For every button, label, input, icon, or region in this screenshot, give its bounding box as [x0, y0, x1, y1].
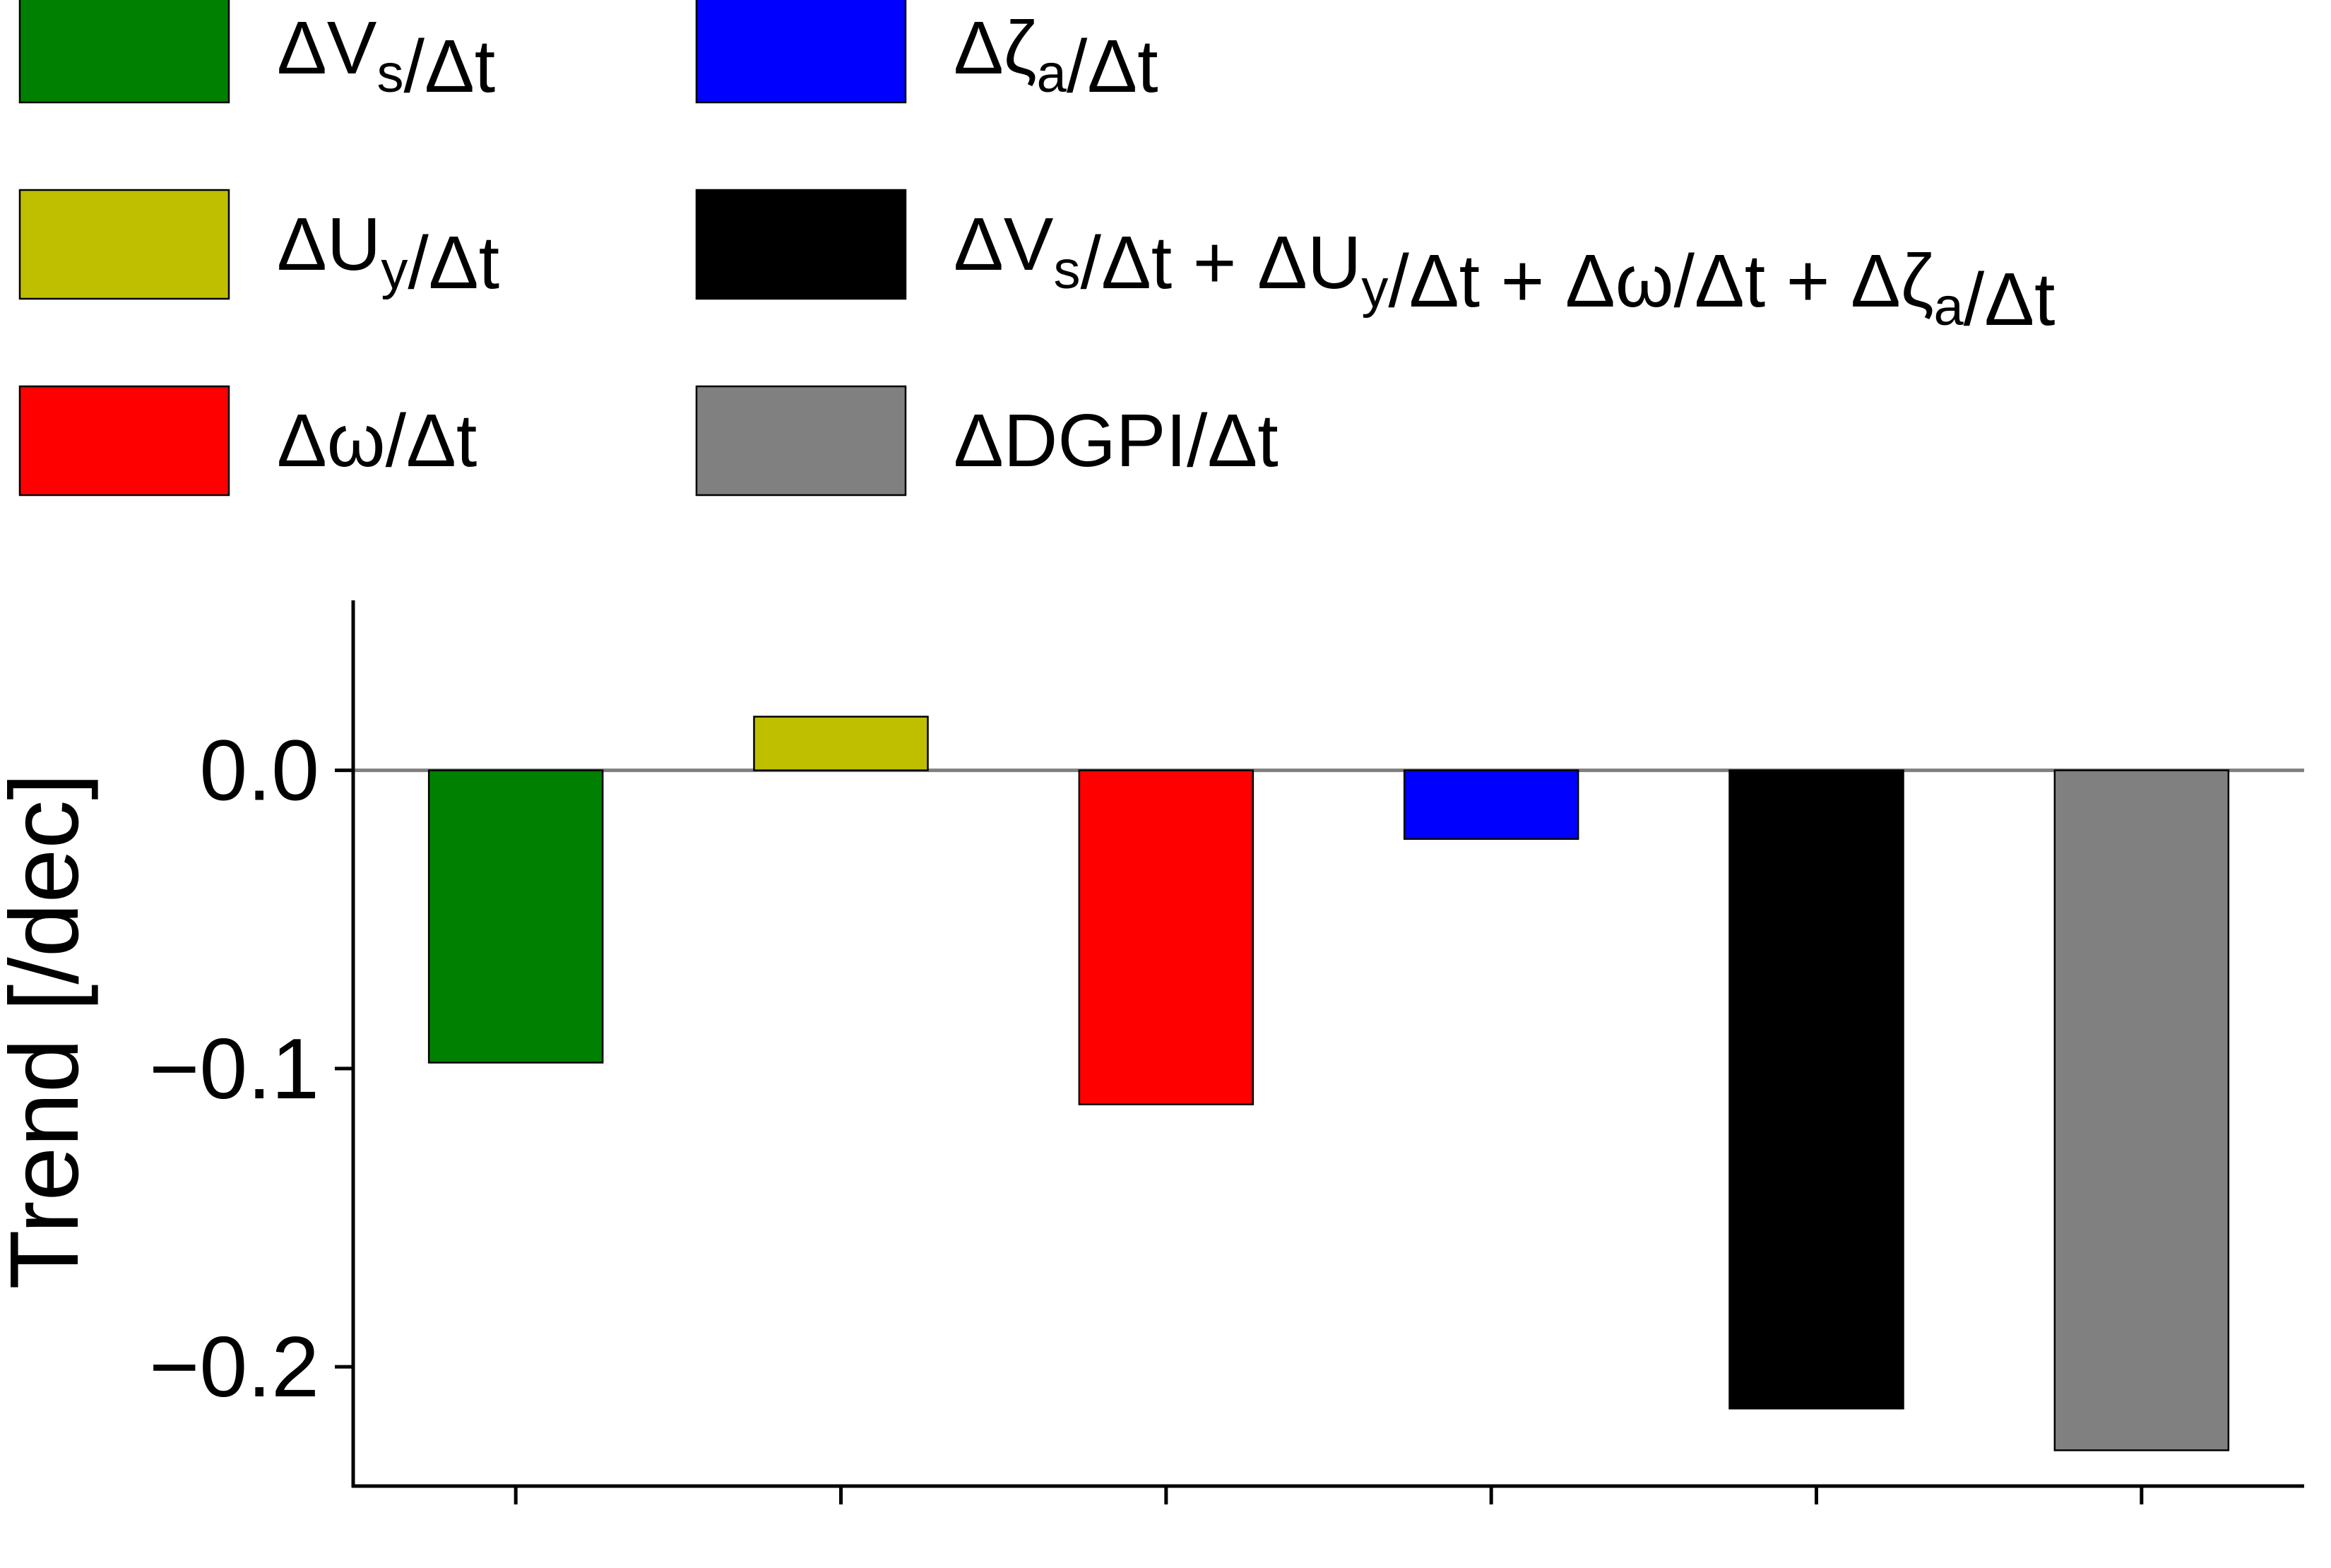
- bar-1: [427, 769, 604, 1064]
- legend-swatch: [695, 189, 907, 300]
- bar-6: [2053, 769, 2230, 1451]
- legend-label: ΔUy/Δt: [277, 203, 499, 304]
- y-tick-label: 0.0: [199, 723, 319, 819]
- legend-label: Δω/Δt: [277, 399, 477, 482]
- legend-entry-2: ΔUy/Δt: [18, 189, 499, 304]
- y-tick-label: −0.1: [149, 1021, 319, 1117]
- legend-label: Δζa/Δt: [954, 6, 1158, 108]
- legend-entry-5: ΔVs/Δt + ΔUy/Δt + Δω/Δt + Δζa/Δt: [695, 189, 2056, 341]
- y-axis-label: Trend [/dec]: [0, 773, 99, 1289]
- legend-swatch: [695, 0, 907, 104]
- bar-4: [1403, 769, 1579, 841]
- legend-swatch: [18, 385, 230, 497]
- bar-3: [1078, 769, 1255, 1105]
- plot-area: 0.0 −0.1 −0.2: [149, 600, 2304, 1504]
- legend-label: ΔVs/Δt + ΔUy/Δt + Δω/Δt + Δζa/Δt: [954, 203, 2056, 341]
- legend-entry-3: Δω/Δt: [18, 385, 477, 497]
- bar-5: [1728, 769, 1904, 1410]
- legend-entry-6: ΔDGPI/Δt: [695, 385, 1279, 497]
- legend-swatch: [18, 189, 230, 300]
- legend-swatch: [18, 0, 230, 104]
- legend: ΔVs/Δt ΔUy/Δt Δω/Δt Δζa/Δt ΔVs/Δt + ΔUy/Δt +…: [18, 0, 2056, 497]
- legend-label: ΔDGPI/Δt: [954, 399, 1279, 482]
- legend-swatch: [695, 385, 907, 497]
- legend-entry-4: Δζa/Δt: [695, 0, 1158, 108]
- legend-entry-1: ΔVs/Δt: [18, 0, 495, 108]
- bar-2: [753, 715, 929, 771]
- legend-label: ΔVs/Δt: [277, 6, 495, 108]
- y-tick-label: −0.2: [149, 1319, 319, 1415]
